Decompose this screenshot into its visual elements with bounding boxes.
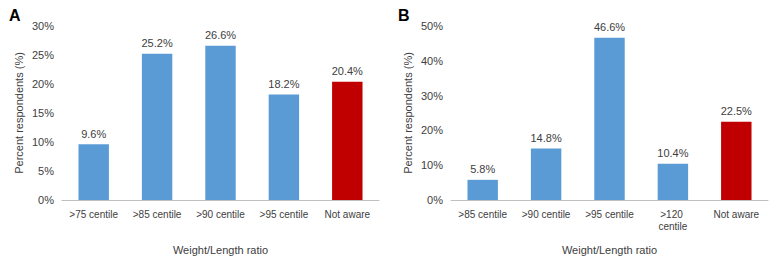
svg-text:Weight/Length ratio: Weight/Length ratio xyxy=(562,244,657,256)
svg-text:>90 centile: >90 centile xyxy=(196,209,245,220)
svg-text:>85 centile: >85 centile xyxy=(458,209,507,220)
svg-text:>85 centile: >85 centile xyxy=(133,209,182,220)
svg-text:18.2%: 18.2% xyxy=(268,78,299,90)
svg-text:10%: 10% xyxy=(421,159,443,171)
svg-text:Not aware: Not aware xyxy=(714,209,760,220)
svg-text:25%: 25% xyxy=(32,49,54,61)
svg-text:9.6%: 9.6% xyxy=(81,128,106,140)
svg-text:15%: 15% xyxy=(32,107,54,119)
svg-text:centile: centile xyxy=(658,221,687,232)
svg-text:5%: 5% xyxy=(38,165,54,177)
svg-text:46.6%: 46.6% xyxy=(594,21,625,33)
svg-text:A: A xyxy=(9,7,21,24)
svg-text:40%: 40% xyxy=(421,55,443,67)
svg-text:Not aware: Not aware xyxy=(325,209,371,220)
svg-text:20%: 20% xyxy=(421,124,443,136)
svg-text:Percent respondents (%): Percent respondents (%) xyxy=(13,52,25,174)
svg-text:B: B xyxy=(398,7,410,24)
svg-text:>75 centile: >75 centile xyxy=(69,209,118,220)
svg-text:25.2%: 25.2% xyxy=(141,37,172,49)
svg-text:20.4%: 20.4% xyxy=(332,65,363,77)
svg-text:>90 centile: >90 centile xyxy=(522,209,571,220)
svg-text:30%: 30% xyxy=(421,90,443,102)
svg-text:20%: 20% xyxy=(32,78,54,90)
svg-text:>120: >120 xyxy=(660,209,685,220)
svg-text:10.4%: 10.4% xyxy=(657,147,688,159)
svg-text:>95 centile: >95 centile xyxy=(260,209,309,220)
svg-text:22.5%: 22.5% xyxy=(721,105,752,117)
svg-text:Percent respondents (%): Percent respondents (%) xyxy=(402,52,414,174)
svg-text:26.6%: 26.6% xyxy=(205,29,236,41)
svg-text:Weight/Length ratio: Weight/Length ratio xyxy=(173,244,268,256)
svg-text:14.8%: 14.8% xyxy=(530,132,561,144)
svg-text:>95 centile: >95 centile xyxy=(585,209,634,220)
svg-text:50%: 50% xyxy=(421,20,443,32)
svg-text:30%: 30% xyxy=(32,20,54,32)
svg-text:0%: 0% xyxy=(427,194,443,206)
svg-text:5.8%: 5.8% xyxy=(470,163,495,175)
svg-text:10%: 10% xyxy=(32,136,54,148)
svg-text:0%: 0% xyxy=(38,194,54,206)
